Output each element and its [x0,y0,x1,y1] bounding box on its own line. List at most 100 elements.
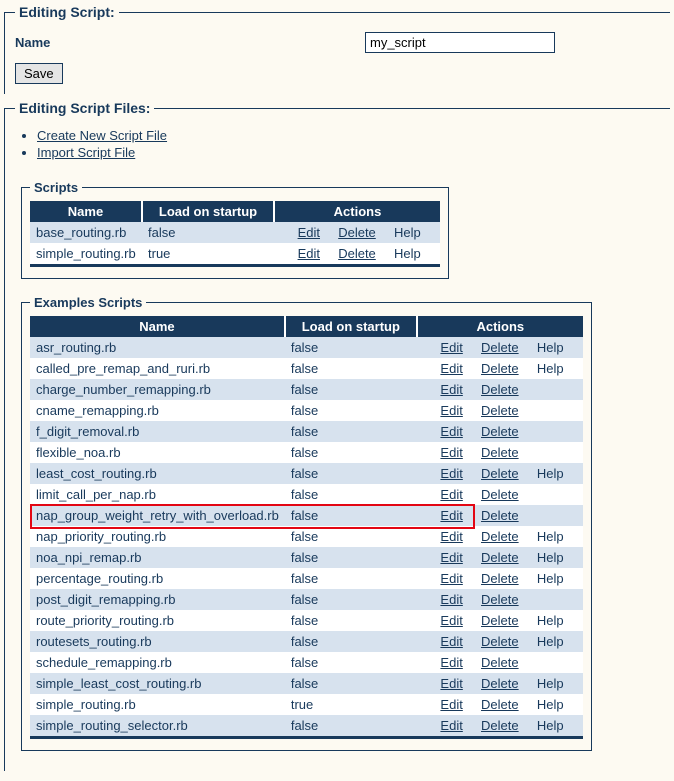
delete-link[interactable]: Delete [338,246,376,261]
edit-link[interactable]: Edit [440,487,462,502]
delete-link[interactable]: Delete [481,445,519,460]
edit-link[interactable]: Edit [440,676,462,691]
delete-link[interactable]: Delete [481,655,519,670]
cell-edit: Edit [417,589,469,610]
edit-link[interactable]: Edit [440,508,462,523]
table-row: nap_priority_routing.rbfalseEditDeleteHe… [30,526,583,547]
scripts-th-name: Name [30,201,142,222]
cell-name: percentage_routing.rb [30,568,285,589]
edit-link[interactable]: Edit [298,225,320,240]
delete-link[interactable]: Delete [481,508,519,523]
cell-delete: Delete [469,463,531,484]
cell-load: false [285,631,417,652]
edit-link[interactable]: Edit [440,361,462,376]
cell-load: false [285,463,417,484]
cell-load: true [142,243,274,264]
delete-link[interactable]: Delete [481,466,519,481]
delete-link[interactable]: Delete [481,550,519,565]
delete-link[interactable]: Delete [481,634,519,649]
cell-help: Help [531,337,583,358]
help-text: Help [537,676,564,691]
cell-name: nap_priority_routing.rb [30,526,285,547]
edit-link[interactable]: Edit [440,403,462,418]
cell-load: false [285,547,417,568]
edit-link[interactable]: Edit [298,246,320,261]
import-file-link[interactable]: Import Script File [37,145,135,160]
delete-link[interactable]: Delete [481,571,519,586]
edit-link[interactable]: Edit [440,655,462,670]
help-text: Help [537,340,564,355]
cell-delete: Delete [469,610,531,631]
create-file-link[interactable]: Create New Script File [37,128,167,143]
help-text: Help [537,550,564,565]
delete-link[interactable]: Delete [481,487,519,502]
examples-th-actions: Actions [417,316,583,337]
cell-help [531,589,583,610]
edit-link[interactable]: Edit [440,340,462,355]
edit-link[interactable]: Edit [440,445,462,460]
edit-link[interactable]: Edit [440,382,462,397]
delete-link[interactable]: Delete [481,613,519,628]
delete-link[interactable]: Delete [481,340,519,355]
delete-link[interactable]: Delete [338,225,376,240]
editing-files-fieldset: Editing Script Files: Create New Script … [4,100,670,771]
cell-help: Help [531,673,583,694]
cell-delete: Delete [469,715,531,736]
delete-link[interactable]: Delete [481,361,519,376]
cell-name: simple_least_cost_routing.rb [30,673,285,694]
cell-load: false [285,568,417,589]
table-row: routesets_routing.rbfalseEditDeleteHelp [30,631,583,652]
cell-edit: Edit [417,610,469,631]
scripts-th-load: Load on startup [142,201,274,222]
delete-link[interactable]: Delete [481,529,519,544]
edit-link[interactable]: Edit [440,424,462,439]
table-row: simple_routing.rbtrueEditDeleteHelp [30,243,440,264]
help-text: Help [394,225,421,240]
cell-load: false [285,589,417,610]
table-row: limit_call_per_nap.rbfalseEditDelete [30,484,583,505]
delete-link[interactable]: Delete [481,697,519,712]
table-row: nap_group_weight_retry_with_overload.rbf… [30,505,583,526]
edit-link[interactable]: Edit [440,697,462,712]
cell-help [531,484,583,505]
cell-load: false [285,484,417,505]
name-input[interactable] [365,32,555,53]
cell-help [531,652,583,673]
cell-help: Help [531,568,583,589]
cell-load: true [285,694,417,715]
delete-link[interactable]: Delete [481,424,519,439]
cell-edit: Edit [417,715,469,736]
edit-link[interactable]: Edit [440,529,462,544]
cell-edit: Edit [274,222,326,243]
delete-link[interactable]: Delete [481,718,519,733]
scripts-table-footer-line [30,264,440,267]
cell-name: called_pre_remap_and_ruri.rb [30,358,285,379]
edit-link[interactable]: Edit [440,613,462,628]
delete-link[interactable]: Delete [481,592,519,607]
cell-load: false [285,442,417,463]
file-links-list: Create New Script File Import Script Fil… [37,128,660,160]
delete-link[interactable]: Delete [481,382,519,397]
cell-help [531,442,583,463]
edit-link[interactable]: Edit [440,592,462,607]
edit-link[interactable]: Edit [440,718,462,733]
edit-link[interactable]: Edit [440,571,462,586]
table-row: cname_remapping.rbfalseEditDelete [30,400,583,421]
edit-link[interactable]: Edit [440,550,462,565]
examples-th-load: Load on startup [285,316,417,337]
edit-link[interactable]: Edit [440,466,462,481]
edit-link[interactable]: Edit [440,634,462,649]
table-row: simple_routing.rbtrueEditDeleteHelp [30,694,583,715]
table-row: post_digit_remapping.rbfalseEditDelete [30,589,583,610]
examples-legend: Examples Scripts [30,295,146,310]
delete-link[interactable]: Delete [481,403,519,418]
help-text: Help [537,361,564,376]
delete-link[interactable]: Delete [481,676,519,691]
examples-table-footer-line [30,736,583,739]
cell-name: routesets_routing.rb [30,631,285,652]
table-row: simple_least_cost_routing.rbfalseEditDel… [30,673,583,694]
cell-edit: Edit [417,526,469,547]
cell-name: charge_number_remapping.rb [30,379,285,400]
save-button[interactable]: Save [15,63,63,84]
scripts-fieldset: Scripts Name Load on startup Actions bas… [21,180,449,279]
